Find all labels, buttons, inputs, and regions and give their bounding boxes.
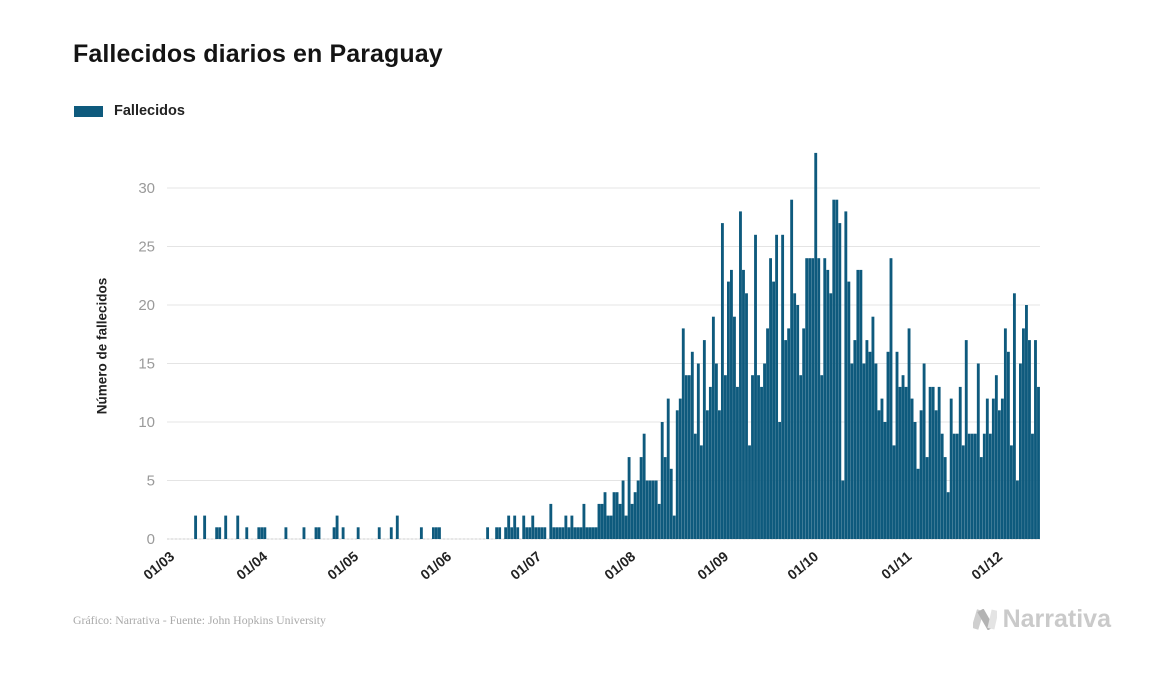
svg-text:25: 25 (138, 239, 155, 256)
svg-text:15: 15 (138, 356, 155, 373)
svg-text:0: 0 (147, 531, 155, 548)
svg-text:30: 30 (138, 180, 155, 197)
svg-text:10: 10 (138, 414, 155, 431)
svg-text:20: 20 (138, 297, 155, 314)
svg-text:5: 5 (147, 473, 155, 490)
